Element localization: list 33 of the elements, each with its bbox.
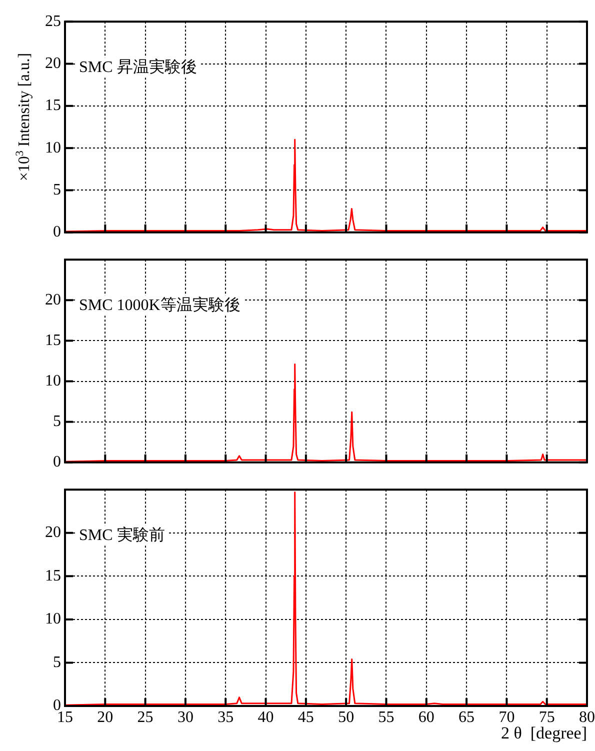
x-tick-label: 40	[258, 708, 274, 726]
y-axis-title: ×103 Intensity [a.u.]	[14, 52, 33, 182]
x-axis-title: 2 θ [degree]	[500, 723, 587, 742]
x-tick-label: 70	[498, 708, 515, 726]
annotation: SMC 実験前	[79, 526, 165, 544]
x-tick-label: 75	[538, 708, 555, 726]
x-tick-label: 30	[177, 708, 194, 726]
x-tick-label: 55	[378, 708, 394, 726]
y-tick-label: 20	[45, 291, 61, 308]
y-tick-label: 20	[45, 54, 61, 72]
x-tick-label: 80	[579, 708, 595, 726]
y-tick-label: 10	[45, 372, 61, 390]
x-tick-label: 25	[137, 708, 154, 726]
x-tick-label: 60	[418, 708, 434, 726]
x-tick-label: 20	[97, 708, 114, 726]
y-tick-label: 5	[53, 413, 61, 430]
x-tick-label: 50	[338, 708, 354, 726]
annotation: SMC 昇温実験後	[79, 58, 197, 76]
annotation: SMC 1000K等温実験後	[79, 296, 240, 314]
y-tick-label: 5	[53, 181, 61, 198]
y-tick-label: 15	[45, 332, 61, 349]
y-tick-label: 15	[45, 567, 61, 584]
y-tick-label: 5	[53, 654, 61, 671]
y-tick-label: 0	[53, 224, 61, 241]
x-tick-label: 45	[298, 708, 314, 726]
y-tick-label: 10	[45, 139, 61, 156]
y-tick-label: 0	[53, 454, 61, 471]
y-tick-label: 25	[45, 12, 61, 30]
x-tick-label: 35	[218, 708, 234, 726]
x-tick-label: 65	[458, 708, 475, 726]
y-tick-label: 10	[45, 610, 61, 628]
y-tick-label: 15	[45, 97, 61, 114]
y-tick-label: 20	[45, 524, 61, 542]
